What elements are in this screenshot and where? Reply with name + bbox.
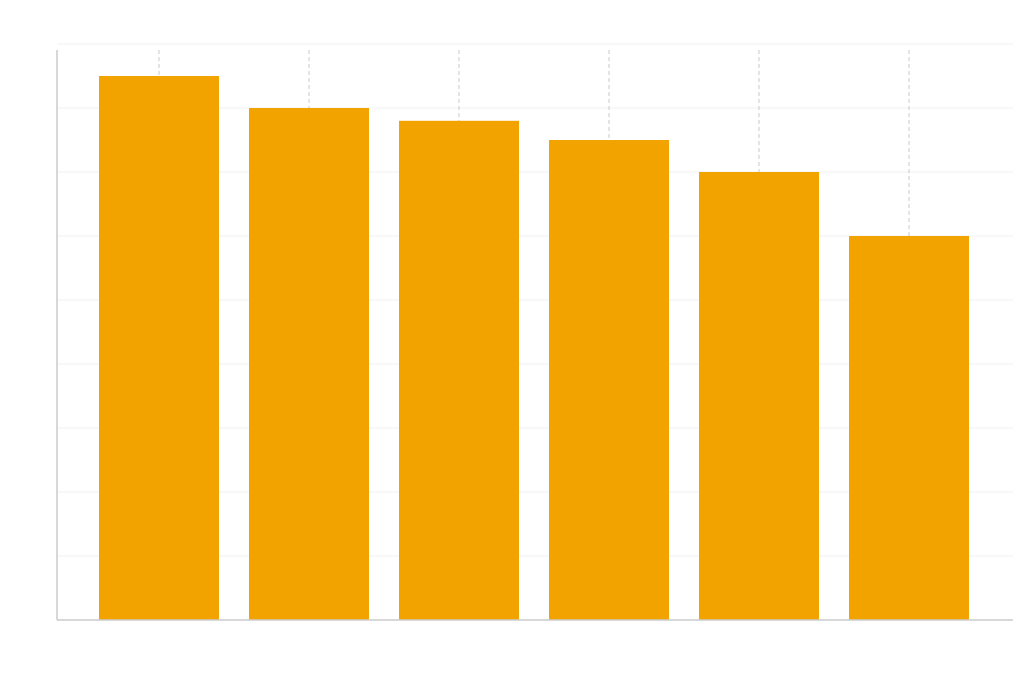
bar: [99, 76, 219, 620]
bar: [699, 172, 819, 620]
bar: [249, 108, 369, 620]
bar: [849, 236, 969, 620]
bar: [549, 140, 669, 620]
bar: [399, 120, 519, 621]
